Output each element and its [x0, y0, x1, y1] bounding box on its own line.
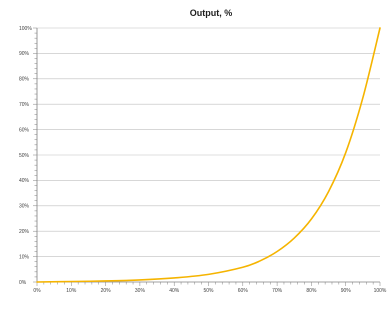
x-tick-label: 50% [203, 288, 214, 294]
x-tick-label: 80% [306, 288, 317, 294]
x-tick-label: 30% [135, 288, 146, 294]
y-tick-label: 40% [19, 178, 30, 184]
y-tick-label: 20% [19, 229, 30, 235]
y-tick-label: 0% [19, 280, 27, 286]
y-tick-label: 50% [19, 153, 30, 159]
y-tick-label: 60% [19, 127, 30, 133]
x-tick-label: 90% [341, 288, 352, 294]
y-tick-label: 30% [19, 204, 30, 210]
y-tick-label: 80% [19, 77, 30, 83]
x-tick-label: 100% [374, 288, 387, 294]
x-tick-label: 40% [169, 288, 180, 294]
series-layer [36, 27, 381, 283]
x-tick-label: 20% [101, 288, 112, 294]
chart-title: Output, % [190, 8, 233, 18]
y-tick-label: 70% [19, 102, 30, 108]
y-tick-label: 90% [19, 51, 30, 57]
y-tick-label: 10% [19, 254, 30, 260]
x-tick-label: 10% [66, 288, 77, 294]
series-line [36, 27, 381, 283]
x-tick-label: 60% [238, 288, 249, 294]
axes [33, 27, 381, 286]
y-tick-label: 100% [19, 26, 32, 32]
y-tick-labels: 0% 10% 20% 30% 40% 50% 60% 70% 80% 90% 100% [19, 26, 32, 286]
x-tick-label: 70% [272, 288, 283, 294]
grid-lines [37, 27, 380, 257]
x-tick-label: 0% [33, 288, 41, 294]
x-tick-labels: 0% 10% 20% 30% 40% 50% 60% 70% 80% 90% 100% [33, 288, 387, 294]
